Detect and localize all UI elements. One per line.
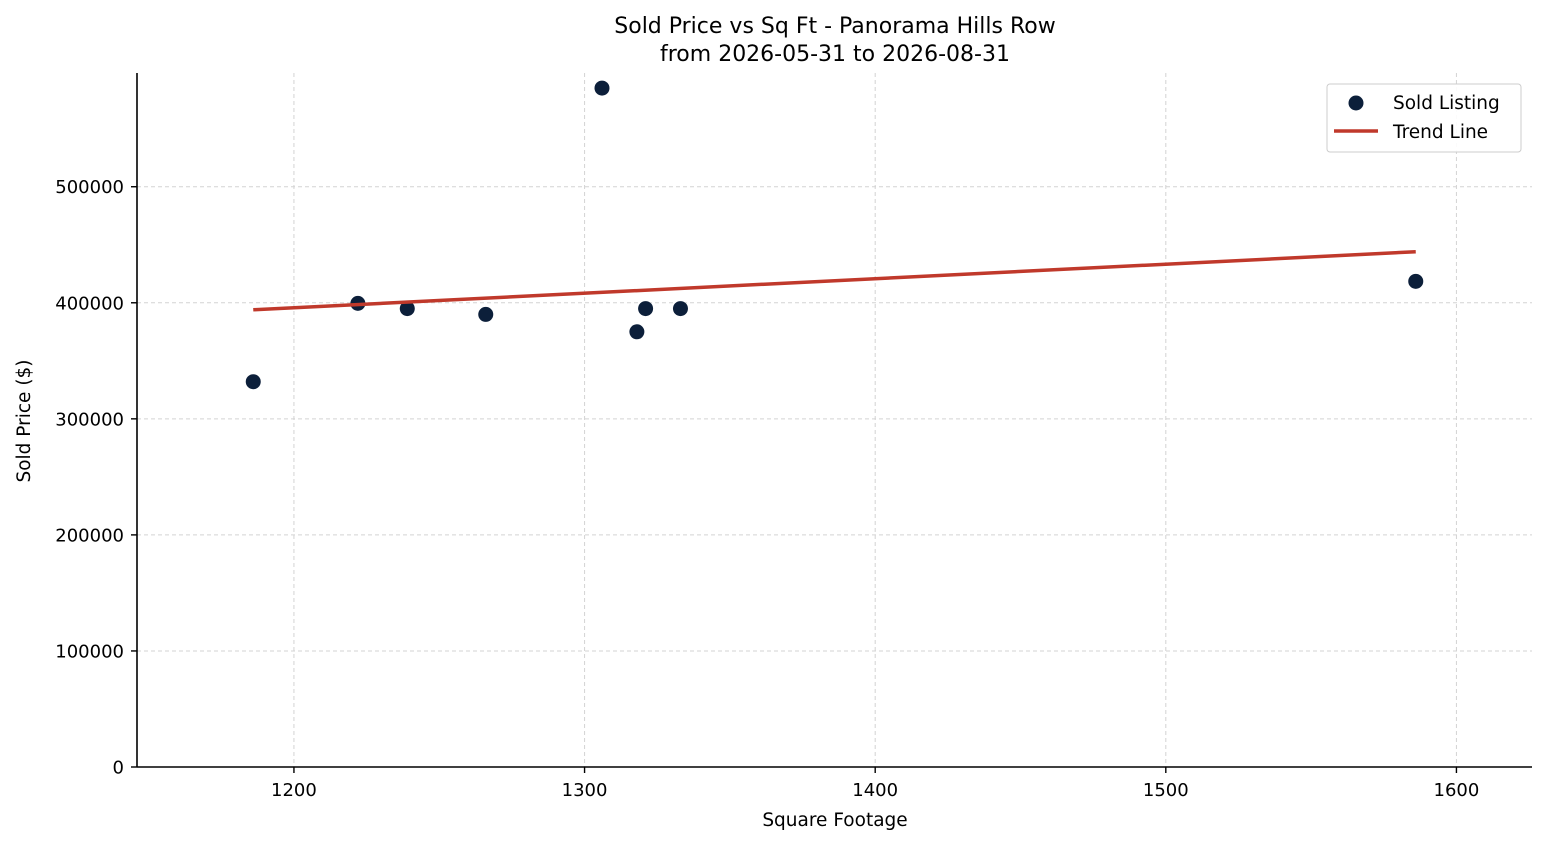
x-tick-label: 1400 xyxy=(852,780,898,801)
x-axis-label: Square Footage xyxy=(762,810,907,831)
sold-listing-point xyxy=(594,80,610,96)
chart-subtitle: from 2026-05-31 to 2026-08-31 xyxy=(660,42,1010,67)
sold-listing-point xyxy=(638,301,654,317)
chart-title: Sold Price vs Sq Ft - Panorama Hills Row xyxy=(614,14,1055,39)
x-tick-label: 1600 xyxy=(1434,780,1480,801)
x-tick-label: 1300 xyxy=(562,780,608,801)
legend-marker-sold-listing xyxy=(1348,95,1364,111)
y-axis-ticks: 0 100000 200000 300000 400000 500000 xyxy=(55,177,137,779)
legend: Sold Listing Trend Line xyxy=(1326,83,1522,153)
x-axis-ticks: 1200 1300 1400 1500 1600 xyxy=(271,767,1479,801)
x-tick-label: 1500 xyxy=(1143,780,1189,801)
sold-listing-point xyxy=(1408,273,1424,289)
sold-listing-point xyxy=(672,301,688,317)
y-tick-label: 300000 xyxy=(55,409,124,430)
grid-lines xyxy=(137,73,1532,768)
sold-listing-point xyxy=(629,324,645,340)
y-axis-label: Sold Price ($) xyxy=(14,359,35,482)
y-tick-label: 400000 xyxy=(55,293,124,314)
y-tick-label: 200000 xyxy=(55,525,124,546)
sold-listing-point xyxy=(399,301,415,317)
legend-box xyxy=(1326,83,1522,153)
legend-label-sold-listing: Sold Listing xyxy=(1393,93,1500,114)
y-tick-label: 100000 xyxy=(55,641,124,662)
sold-listing-point xyxy=(245,374,261,390)
legend-label-trend-line: Trend Line xyxy=(1392,122,1488,143)
y-tick-label: 500000 xyxy=(55,177,124,198)
trend-line xyxy=(253,249,1416,312)
y-tick-label: 0 xyxy=(113,758,124,779)
x-tick-label: 1200 xyxy=(271,780,317,801)
series-layer xyxy=(245,80,1424,390)
sold-listing-point xyxy=(478,306,494,322)
